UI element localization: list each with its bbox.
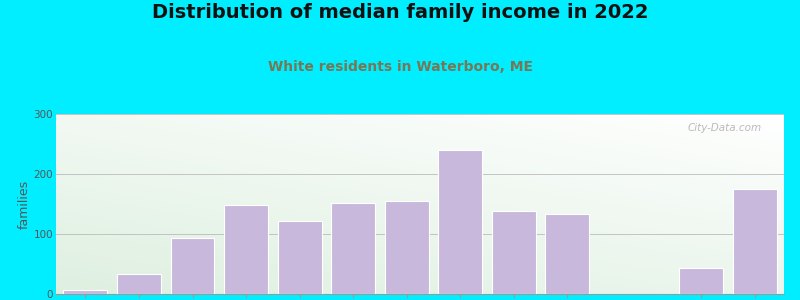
Text: White residents in Waterboro, ME: White residents in Waterboro, ME bbox=[267, 60, 533, 74]
Bar bbox=[170, 238, 214, 294]
Bar bbox=[385, 201, 429, 294]
Bar bbox=[733, 189, 777, 294]
Bar bbox=[438, 150, 482, 294]
Bar bbox=[546, 214, 589, 294]
Text: City-Data.com: City-Data.com bbox=[688, 123, 762, 133]
Bar bbox=[278, 221, 322, 294]
Bar bbox=[331, 203, 375, 294]
Y-axis label: families: families bbox=[18, 179, 31, 229]
Text: Distribution of median family income in 2022: Distribution of median family income in … bbox=[152, 3, 648, 22]
Bar bbox=[224, 205, 268, 294]
Bar bbox=[117, 274, 161, 294]
Bar bbox=[492, 211, 536, 294]
Bar bbox=[63, 290, 107, 294]
Bar bbox=[679, 268, 723, 294]
